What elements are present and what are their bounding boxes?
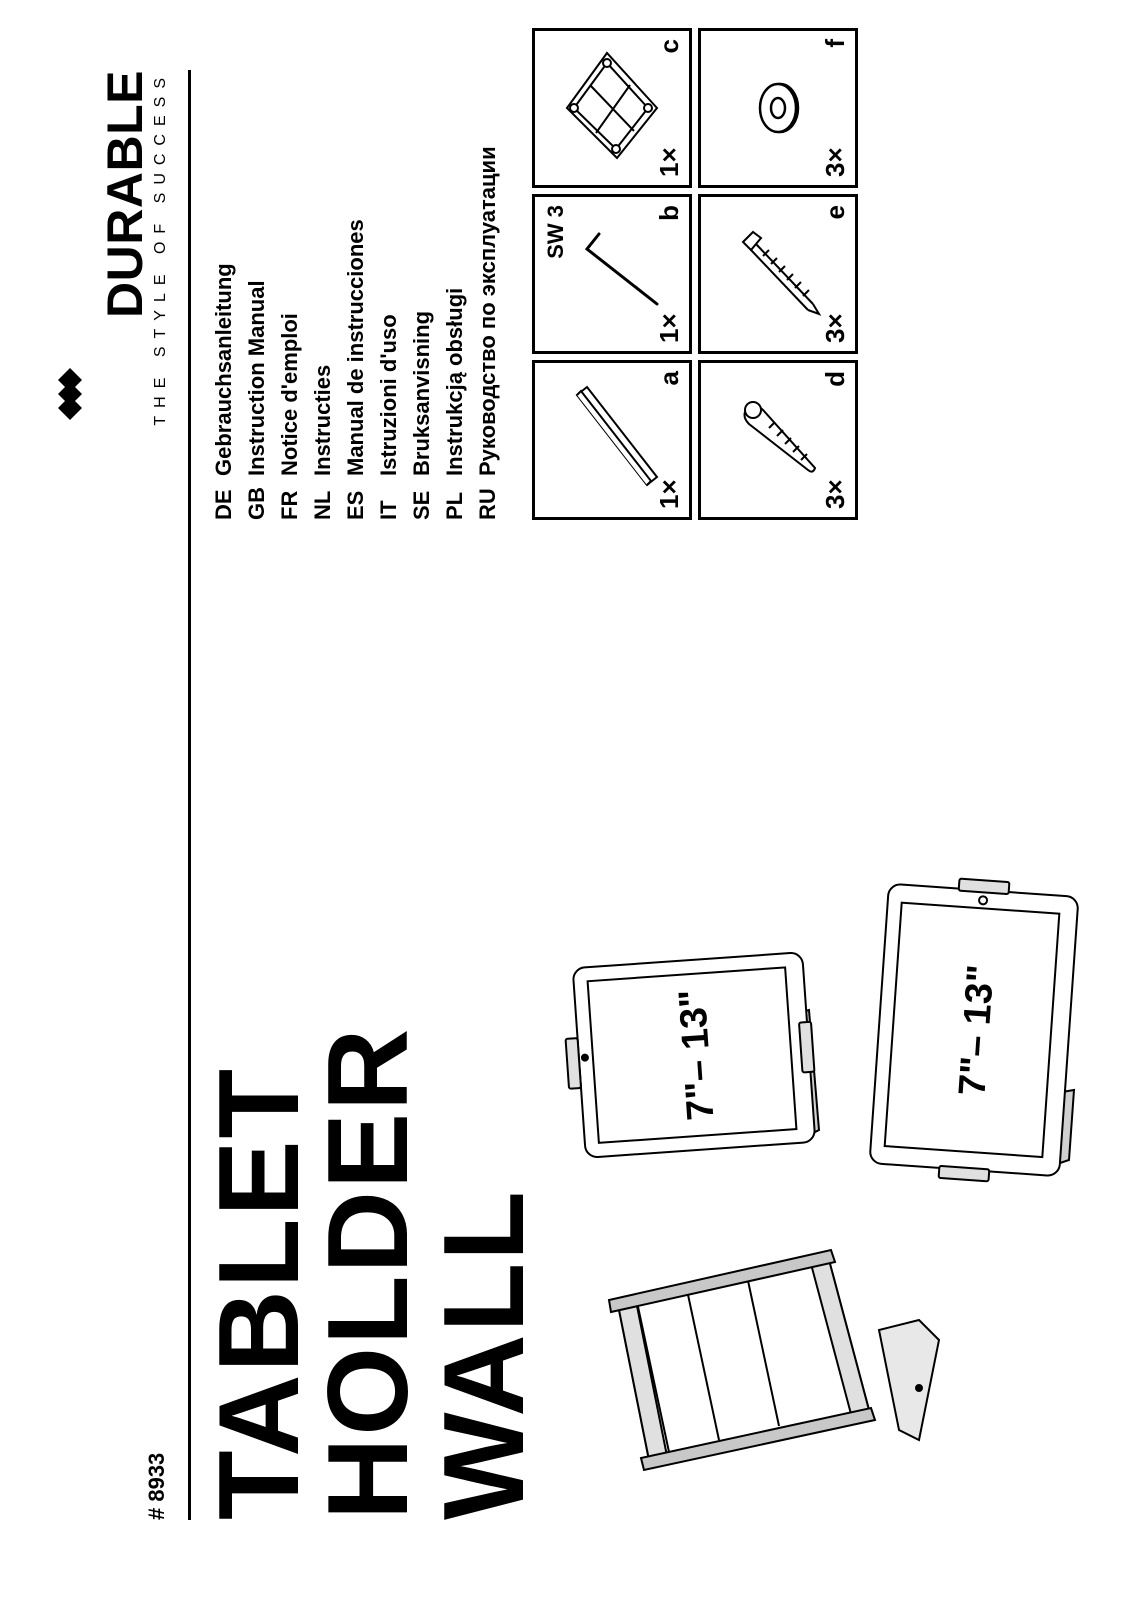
lang-code: RU (475, 484, 501, 520)
part-cell-d: 3× d (698, 360, 858, 520)
language-list: DE Gebrauchsanleitung GB Instruction Manua… (211, 28, 508, 520)
part-qty: 1× (654, 313, 685, 343)
hex-key-icon (557, 219, 667, 329)
lang-code: SE (409, 484, 435, 520)
part-qty: 3× (820, 479, 851, 509)
lang-text: Instruction Manual (244, 280, 270, 476)
lang-code: DE (211, 484, 237, 520)
parts-grid: 1× a SW 3 1× b (532, 28, 858, 520)
wall-plug-icon (723, 380, 833, 500)
part-letter: c (654, 39, 685, 53)
lang-code: FR (277, 484, 303, 520)
part-letter: a (654, 371, 685, 385)
lang-text: Instrukcją obsługi (442, 288, 468, 476)
tablet-landscape-illustration: 7"– 13" (849, 860, 1109, 1200)
lang-text: Instructies (310, 365, 336, 476)
lang-text: Gebrauchsanleitung (211, 263, 237, 476)
part-cell-e: 3× e (698, 194, 858, 354)
lang-code: ES (343, 484, 369, 520)
product-illustrations: 7"– 13" 7"– 13" (549, 550, 1109, 1520)
product-title-line1: TABLET HOLDER (205, 550, 424, 1520)
part-note: SW 3 (543, 205, 569, 259)
part-cell-f: 3× f (698, 28, 858, 188)
item-number: # 8933 (144, 1453, 170, 1520)
lang-row: RU Руководство по эксплуатации (475, 28, 501, 520)
lang-text: Istruzioni d'uso (376, 314, 402, 476)
part-letter: b (654, 205, 685, 221)
part-letter: d (820, 371, 851, 387)
lang-code: GB (244, 484, 270, 520)
part-letter: f (820, 39, 851, 48)
brand-tagline: THE STYLE OF SUCCESS (152, 70, 170, 426)
product-title-line2: WALL (430, 550, 539, 1520)
lang-row: GB Instruction Manual (244, 28, 270, 520)
lang-row: ES Manual de instrucciones (343, 28, 369, 520)
lang-row: SE Bruksanvisning (409, 28, 435, 520)
lang-row: FR Notice d'emploi (277, 28, 303, 520)
lang-text: Руководство по эксплуатации (475, 146, 501, 476)
lang-code: NL (310, 484, 336, 520)
part-cell-c: 1× c (532, 28, 692, 188)
part-qty: 3× (820, 313, 851, 343)
lang-text: Bruksanvisning (409, 311, 435, 476)
holder-illustration (579, 1220, 959, 1520)
tablet-portrait-illustration: 7"– 13" (549, 910, 849, 1210)
lang-code: IT (376, 484, 402, 520)
header-divider (188, 70, 191, 1520)
part-qty: 1× (654, 479, 685, 509)
washer-icon (728, 58, 828, 158)
cover-plate-icon (557, 375, 667, 505)
brand-block: DURABLE THE STYLE OF SUCCESS (44, 70, 170, 426)
part-cell-b: SW 3 1× b (532, 194, 692, 354)
lang-row: NL Instructies (310, 28, 336, 520)
part-qty: 1× (654, 147, 685, 177)
lang-code: PL (442, 484, 468, 520)
lang-text: Notice d'emploi (277, 313, 303, 476)
screw-icon (723, 214, 833, 334)
lang-row: DE Gebrauchsanleitung (211, 28, 237, 520)
part-qty: 3× (820, 147, 851, 177)
part-letter: e (820, 205, 851, 219)
brand-name: DURABLE (100, 70, 150, 426)
lang-row: IT Istruzioni d'uso (376, 28, 402, 520)
part-cell-a: 1× a (532, 360, 692, 520)
lang-text: Manual de instrucciones (343, 219, 369, 476)
brand-logo-icon (44, 70, 100, 420)
lang-row: PL Instrukcją obsługi (442, 28, 468, 520)
